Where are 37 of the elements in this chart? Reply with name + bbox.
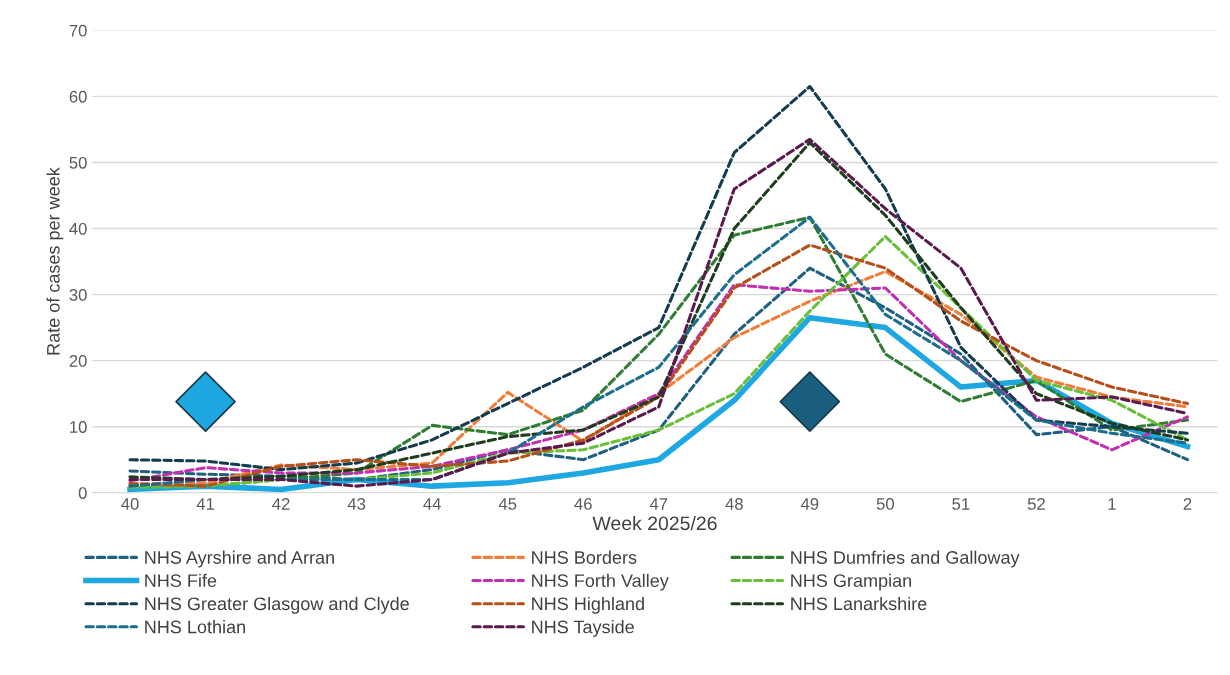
legend-label: NHS Greater Glasgow and Clyde: [145, 596, 409, 614]
y-tick-label: 0: [78, 487, 87, 499]
x-tick-label: 43: [347, 498, 366, 510]
legend-label: NHS Dumfries and Galloway: [791, 550, 1020, 568]
legend-label: NHS Borders: [532, 550, 637, 564]
y-tick-label: 20: [69, 355, 87, 367]
legend-label: NHS Grampian: [791, 573, 912, 591]
y-tick-label: 10: [70, 421, 87, 433]
x-tick-label: 2: [1183, 498, 1192, 510]
x-tick-label: 40: [121, 498, 139, 510]
x-tick-label: 49: [800, 498, 819, 510]
y-tick-label: 30: [69, 288, 87, 301]
x-tick-label: 44: [423, 498, 441, 510]
x-tick-label: 51: [952, 498, 970, 510]
x-tick-label: 45: [498, 498, 517, 510]
y-tick-label: 60: [69, 90, 87, 103]
legend-label: NHS Lanarkshire: [791, 596, 927, 611]
y-axis-title: Rate of cases per week: [46, 167, 64, 355]
x-tick-label: 47: [649, 498, 668, 510]
x-tick-label: 46: [574, 498, 592, 510]
legend-label: NHS Ayrshire and Arran: [145, 550, 334, 568]
line-series: [128, 84, 1190, 472]
x-tick-label: 42: [272, 498, 290, 510]
legend-label: NHS Lothian: [145, 620, 245, 634]
x-axis-title: Week 2025/26: [592, 515, 717, 531]
legend-label: NHS Tayside: [532, 620, 634, 637]
legend-label: NHS Highland: [532, 596, 644, 614]
x-tick-label: 50: [876, 498, 894, 510]
x-tick-label: 1: [1108, 498, 1116, 510]
x-tick-label: 48: [725, 498, 743, 510]
legend-label: NHS Fife: [145, 573, 217, 588]
y-tick-label: 70: [69, 24, 87, 37]
x-tick-label: 41: [196, 498, 215, 510]
legend-label: NHS Forth Valley: [532, 573, 669, 591]
y-tick-label: 40: [69, 222, 87, 235]
x-tick-label: 52: [1027, 498, 1045, 510]
y-tick-label: 50: [69, 156, 87, 169]
